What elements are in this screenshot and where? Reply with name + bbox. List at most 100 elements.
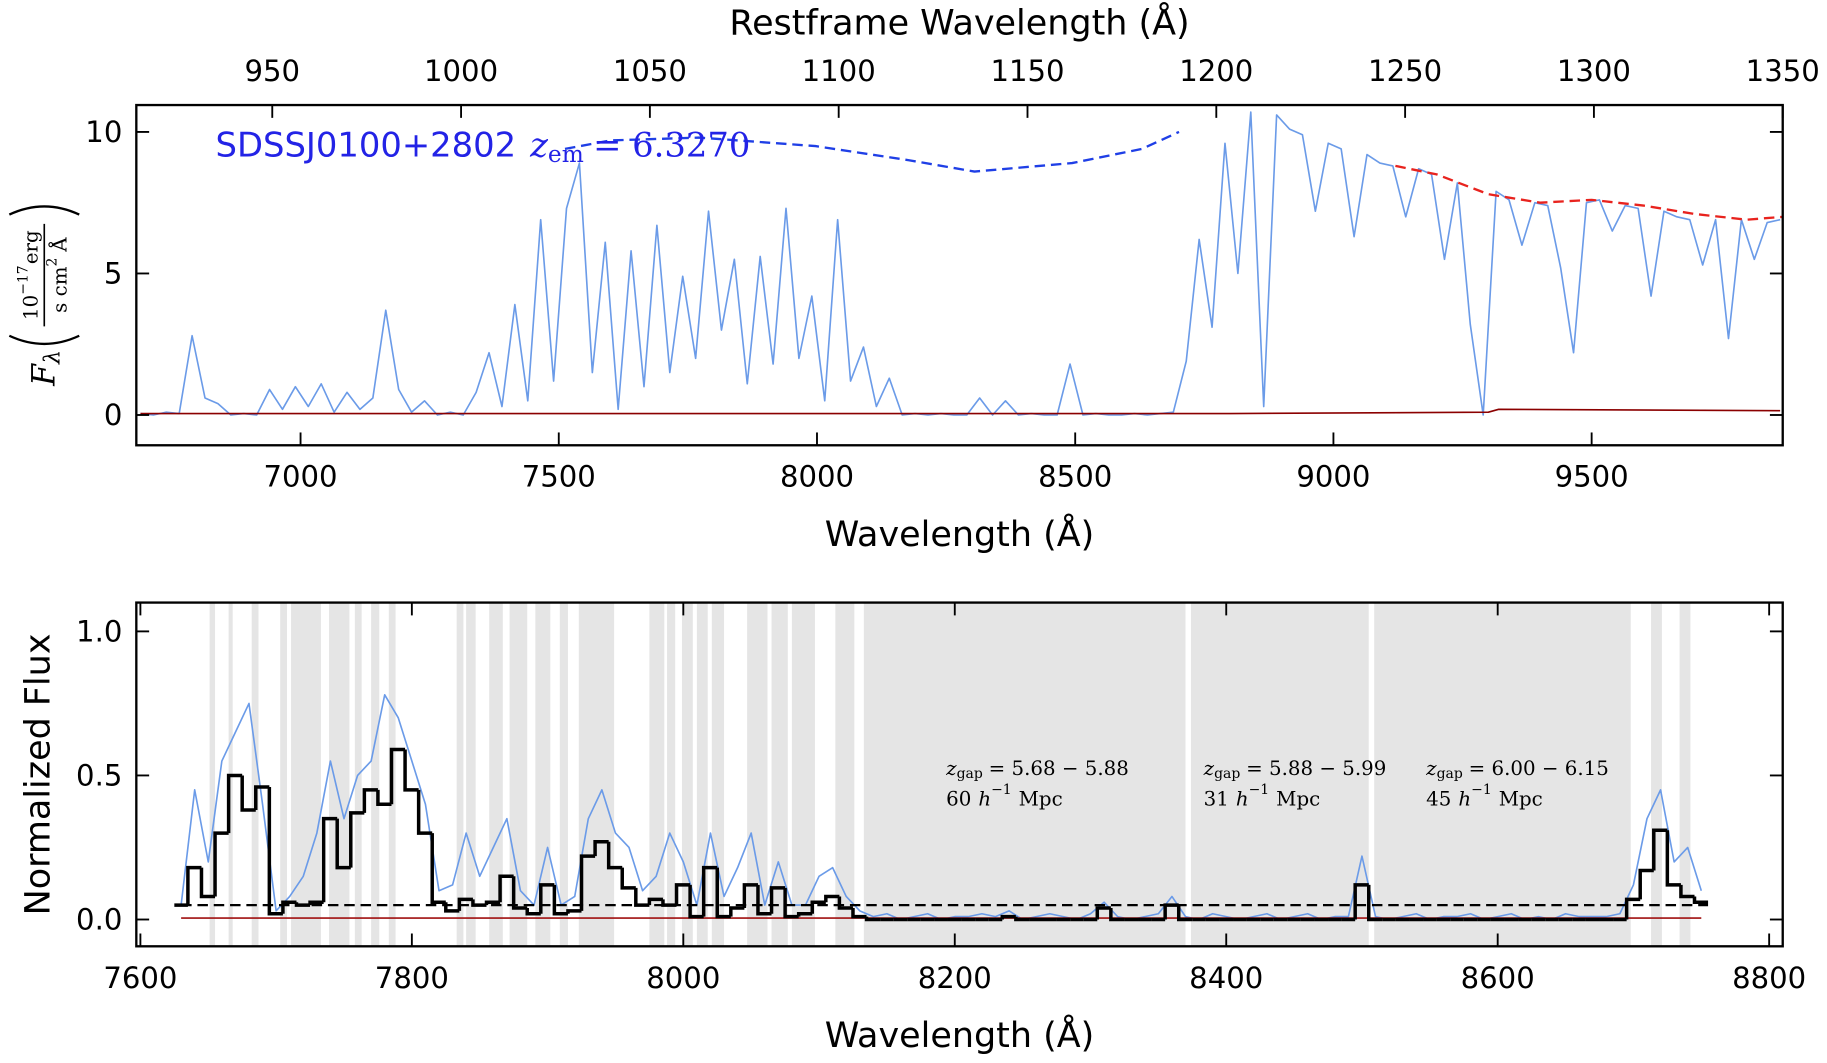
binned-step xyxy=(416,789,433,835)
gap-distance: 60 h−1 Mpc xyxy=(946,782,1063,810)
shaded-region xyxy=(1190,602,1369,947)
y-label-subscript: λ xyxy=(39,350,65,365)
binned-step xyxy=(457,897,473,911)
x-tick-label: 8500 xyxy=(1038,460,1112,494)
gap-symbol: z xyxy=(1203,757,1215,780)
y-tick-label: 5 xyxy=(104,256,123,290)
numerator-base: 10 xyxy=(19,295,42,320)
x-tick-label: 8800 xyxy=(1732,961,1806,995)
binned-step xyxy=(824,894,840,903)
binned-step xyxy=(484,900,501,906)
x-tick-label: 7800 xyxy=(375,961,449,995)
shaded-region xyxy=(535,602,551,947)
binned-step xyxy=(199,867,216,899)
right-paren xyxy=(8,205,80,216)
spectrum-line xyxy=(1395,164,1783,221)
binned-step xyxy=(796,911,813,917)
binned-step xyxy=(349,811,365,868)
y-label-denominator: s cm2 Å xyxy=(44,237,70,313)
axes-frame xyxy=(135,601,1784,948)
gap-unit-symbol: h xyxy=(1458,787,1471,810)
binned-step xyxy=(213,831,229,897)
binned-step xyxy=(1638,868,1654,900)
binned-step xyxy=(1095,906,1111,920)
binned-step xyxy=(1000,914,1016,920)
plot-area xyxy=(140,111,1783,416)
x-tick-label: 7500 xyxy=(522,460,596,494)
redshift-symbol: z xyxy=(529,125,548,164)
binned-step xyxy=(851,907,867,919)
gap-redshift: zgap = 6.00 − 6.15 xyxy=(1425,757,1609,782)
shaded-region xyxy=(329,602,350,947)
plot-area xyxy=(174,602,1709,947)
gap-unit-exponent: −1 xyxy=(1249,782,1270,798)
object-annotation: SDSSJ0100+2802 zem = 6.3270 xyxy=(216,125,751,167)
shaded-region xyxy=(835,602,855,947)
binned-step xyxy=(552,884,568,916)
binned-step xyxy=(1624,897,1641,920)
binned-step xyxy=(647,897,663,906)
binned-step xyxy=(267,786,283,916)
binned-step xyxy=(742,883,758,908)
binned-step xyxy=(566,909,582,914)
binned-step xyxy=(810,900,826,914)
denominator-base: s cm xyxy=(48,266,71,313)
x2-tick-label: 1250 xyxy=(1368,54,1442,88)
shaded-region xyxy=(711,602,725,947)
shaded-region xyxy=(456,602,464,947)
binned-step xyxy=(837,896,853,910)
x-tick-label: 7000 xyxy=(264,460,338,494)
redshift-subscript: em xyxy=(548,140,584,167)
shaded-region xyxy=(578,602,615,947)
shaded-region xyxy=(559,602,568,947)
x2-tick-label: 1200 xyxy=(1179,54,1253,88)
binned-step xyxy=(281,900,297,914)
binned-step xyxy=(1176,905,1193,922)
panel: 0.0 0.5 1.0 7600 7800 8000 8200 8400 8600 8800 Wav… xyxy=(18,601,1806,1056)
y-axis-label: Normalized Flux xyxy=(18,634,58,916)
gap-distance: 45 h−1 Mpc xyxy=(1426,782,1543,810)
gap-distance: 31 h−1 Mpc xyxy=(1204,782,1321,810)
shaded-region xyxy=(649,602,665,947)
binned-step xyxy=(240,775,256,812)
y-axis-label: Fλ 10−17erg s cm2 Å xyxy=(8,205,80,387)
x-tick-label: 7600 xyxy=(103,961,177,995)
gap-distance-value: 31 xyxy=(1204,787,1229,810)
shaded-region xyxy=(791,602,815,947)
x2-tick-label: 1050 xyxy=(613,54,687,88)
numerator-unit: erg xyxy=(19,230,42,264)
binned-step xyxy=(783,887,799,919)
x-tick-label: 8600 xyxy=(1461,961,1535,995)
shaded-region xyxy=(280,602,287,947)
binned-step xyxy=(430,833,446,904)
x-axis-label: Wavelength (Å) xyxy=(825,1013,1095,1056)
left-paren xyxy=(8,334,80,345)
binned-step xyxy=(715,867,731,919)
gap-unit: Mpc xyxy=(1499,787,1543,810)
gap-annotation: zgap = 5.88 − 5.99 31 h−1 Mpc xyxy=(1203,757,1387,810)
redshift-value: = 6.3270 xyxy=(593,125,750,164)
binned-step xyxy=(674,883,691,906)
binned-step xyxy=(403,749,419,792)
gap-unit-exponent: −1 xyxy=(1471,782,1492,798)
y-tick-label: 10 xyxy=(85,115,122,149)
x2-tick-label: 1350 xyxy=(1746,54,1820,88)
spectrum-line xyxy=(140,408,1781,415)
binned-step xyxy=(525,907,541,916)
y-tick-label: 1.0 xyxy=(76,614,122,648)
x-tick-label: 8000 xyxy=(646,961,720,995)
gap-unit-symbol: h xyxy=(978,787,991,810)
y-tick-label: 0.5 xyxy=(76,758,122,792)
y-label-symbol-main: F xyxy=(26,363,62,387)
binned-step xyxy=(186,865,202,906)
spectrum-line xyxy=(564,130,1180,173)
gap-distance-value: 45 xyxy=(1426,787,1451,810)
gap-range: = 5.68 − 5.88 xyxy=(989,757,1129,780)
binned-step xyxy=(701,865,718,917)
object-name: SDSSJ0100+2802 xyxy=(216,125,517,164)
shaded-region xyxy=(466,602,476,947)
spectrum-line xyxy=(140,111,1781,416)
shaded-region xyxy=(681,602,693,947)
